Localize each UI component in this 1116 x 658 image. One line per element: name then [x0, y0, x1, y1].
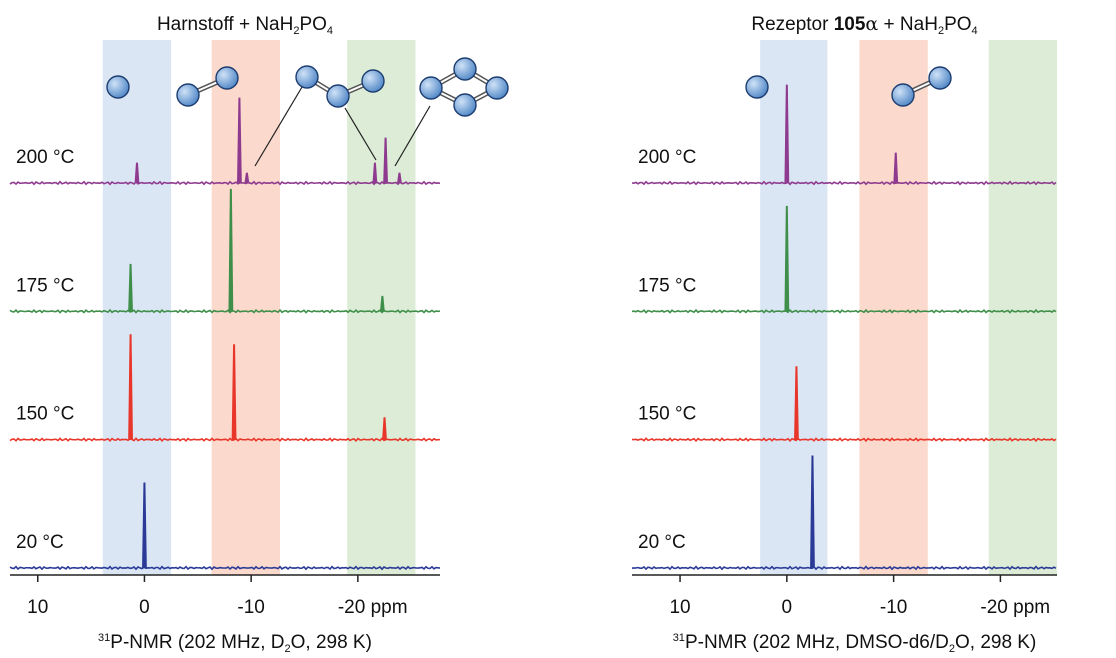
series-label: 175 °C [16, 275, 74, 296]
panel-title-part: PO [299, 14, 326, 35]
monomer [106, 75, 130, 99]
peak [128, 334, 133, 440]
panel-title: Rezeptor 105α + NaH2PO4 [751, 13, 977, 37]
peak [134, 162, 140, 184]
peak [231, 344, 237, 440]
cyclic-tetramer [419, 57, 509, 117]
panel-title-part: 4 [972, 25, 978, 37]
region-band [102, 40, 172, 575]
x-tick-label: -20 ppm [338, 597, 408, 618]
bands [102, 40, 1057, 575]
peak [128, 263, 133, 312]
baseline [9, 565, 441, 571]
peak [244, 172, 250, 184]
peak [228, 188, 234, 312]
panel-title-part: 4 [327, 25, 333, 37]
trace [631, 84, 1057, 186]
trace [631, 205, 1057, 314]
panel-title: Harnstoff + NaH2PO4 [157, 14, 333, 37]
x-axis-label-part: 31 [98, 632, 110, 644]
peak [236, 97, 242, 184]
panel-title-part: 105 [834, 14, 866, 35]
x-tick-label: -10 [237, 597, 264, 618]
peak [379, 295, 385, 312]
peak [372, 162, 378, 184]
peak [396, 172, 402, 184]
panel-title-part: 2 [293, 25, 299, 37]
baseline [9, 308, 441, 314]
peak [893, 152, 899, 184]
trace [9, 482, 441, 571]
series-label: 200 °C [638, 147, 696, 168]
x-tick-label: 10 [27, 597, 48, 618]
peak [810, 455, 815, 569]
region-band [760, 40, 828, 575]
x-tick-label: 10 [669, 597, 690, 618]
x-axis-label-part: O, 298 K) [955, 632, 1036, 653]
dimer [891, 66, 952, 107]
trace [631, 366, 1057, 443]
x-axis-label-part: 2 [284, 643, 290, 655]
series-label: 150 °C [638, 404, 696, 425]
panel-title-part: 2 [938, 25, 944, 37]
x-axis-label: 31P-NMR (202 MHz, D2O, 298 K) [98, 632, 372, 655]
baseline [9, 437, 441, 443]
dimer [176, 66, 239, 107]
panel-title-part: + NaH [878, 14, 938, 35]
trace [9, 334, 441, 443]
x-axis-label: 31P-NMR (202 MHz, DMSO-d6/D2O, 298 K) [673, 632, 1037, 655]
x-tick-label: 0 [139, 597, 150, 618]
trace [9, 188, 441, 314]
series-label: 200 °C [16, 147, 74, 168]
series-label: 175 °C [638, 275, 696, 296]
region-band [988, 40, 1057, 575]
trace [9, 97, 441, 186]
baseline [631, 437, 1057, 443]
panel-title-part: α [865, 13, 878, 35]
x-axis-label-part: P-NMR (202 MHz, D [110, 632, 284, 653]
connectors [254, 81, 431, 167]
region-band [211, 40, 280, 575]
x-tick-label: 0 [782, 597, 793, 618]
x-axis-label-part: 31 [673, 632, 685, 644]
peak [784, 84, 790, 184]
monomer [745, 75, 769, 99]
region-band [859, 40, 928, 575]
panel-title-part: PO [944, 14, 971, 35]
peak [784, 205, 790, 312]
peak [142, 482, 147, 569]
baseline [9, 180, 441, 186]
peak [383, 137, 388, 184]
trace [631, 455, 1057, 571]
peak [382, 417, 387, 440]
x-tick-label: -10 [880, 597, 907, 618]
series-label: 20 °C [16, 532, 64, 553]
panel-title-part: Harnstoff + NaH [157, 14, 293, 35]
series-label: 150 °C [16, 404, 74, 425]
x-tick-label: -20 ppm [980, 597, 1050, 618]
x-axis-label-part: 2 [949, 643, 955, 655]
series-label: 20 °C [638, 532, 686, 553]
x-axis-label-part: O, 298 K) [291, 632, 372, 653]
baseline [631, 180, 1057, 186]
baseline [631, 565, 1057, 571]
x-axis-label-part: P-NMR (202 MHz, DMSO-d6/D [685, 632, 949, 653]
trimer [295, 65, 385, 108]
molecules [106, 57, 952, 167]
peak [794, 366, 799, 440]
panel-title-part: Rezeptor [751, 14, 833, 35]
baseline [631, 308, 1057, 314]
